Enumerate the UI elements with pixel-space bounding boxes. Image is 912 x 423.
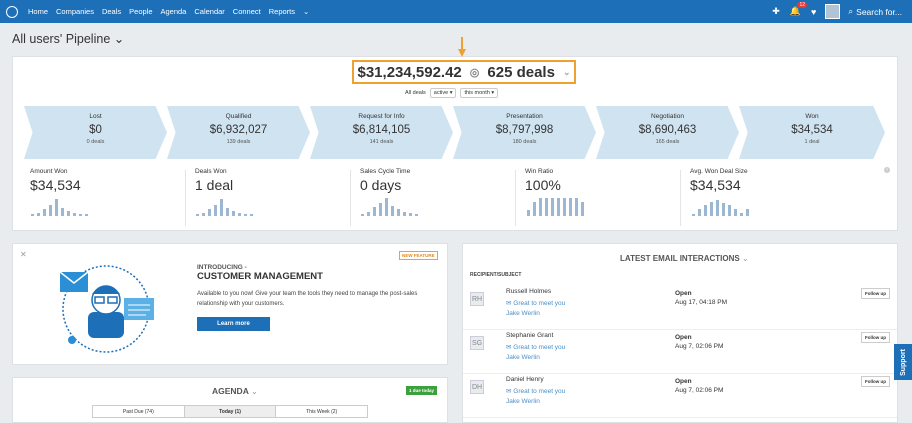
tab-this-week[interactable]: This Week (2): [306, 408, 338, 415]
search-placeholder: Search for...: [856, 6, 902, 17]
arrow-down-icon: [458, 37, 466, 57]
stage-qualified[interactable]: Qualified $6,932,027 139 deals: [167, 106, 310, 159]
more-chevron-icon[interactable]: ⌄: [303, 7, 310, 16]
support-button[interactable]: Support: [894, 344, 912, 380]
follow-up-button[interactable]: Follow up: [861, 332, 890, 343]
nav-connect[interactable]: Connect: [232, 7, 261, 16]
page-title[interactable]: All users' Pipeline ⌄: [12, 32, 125, 46]
email-row[interactable]: SG Stephanie Grant ✉ Great to meet you J…: [463, 330, 897, 374]
stat-sales-cycle: Sales Cycle Time 0 days: [360, 168, 411, 193]
mail-icon: ✉: [506, 344, 512, 351]
coins-icon: ◎: [469, 66, 480, 79]
email-date: Aug 7, 02:06 PM: [675, 343, 724, 350]
divider: [350, 170, 351, 226]
stage-won[interactable]: Won $34,534 1 deal: [739, 106, 885, 159]
contact-avatar: RH: [470, 292, 484, 306]
email-date: Aug 7, 02:06 PM: [675, 387, 724, 394]
stage-request-for-info[interactable]: Request for Info $6,814,105 141 deals: [310, 106, 453, 159]
nav-agenda[interactable]: Agenda: [160, 7, 187, 16]
nav-deals[interactable]: Deals: [101, 7, 122, 16]
stat-avg-deal-size: Avg. Won Deal Size $34,534: [690, 168, 748, 193]
due-today-badge: 1 due today: [406, 386, 438, 395]
divider: [515, 170, 516, 226]
avatar[interactable]: [825, 4, 841, 19]
email-owner[interactable]: Jake Werlin: [506, 310, 540, 317]
email-status: Open: [675, 334, 692, 341]
recipient-subject-header: RECIPIENT/SUBJECT: [470, 272, 522, 278]
email-owner[interactable]: Jake Werlin: [506, 354, 540, 361]
contact-avatar: SG: [470, 336, 484, 350]
follow-up-button[interactable]: Follow up: [861, 288, 890, 299]
stat-win-ratio: Win Ratio 100%: [525, 168, 561, 193]
learn-more-button[interactable]: Learn more: [197, 317, 270, 331]
email-row[interactable]: DH Daniel Henry ✉ Great to meet you Jake…: [463, 374, 897, 418]
customer-illustration-icon: [59, 265, 154, 353]
stage-negotiation[interactable]: Negotiation $8,690,463 165 deals: [596, 106, 739, 159]
sparkline-amount-won: [31, 196, 88, 216]
sparkline-avg-deal: [692, 196, 749, 216]
stage-lost[interactable]: Lost $0 0 deals: [24, 106, 167, 159]
search-icon: ⌕: [848, 6, 854, 16]
period-select[interactable]: this month ▾: [460, 88, 499, 98]
new-feature-badge: NEW FEATURE: [399, 251, 438, 260]
add-icon[interactable]: ✚: [772, 6, 780, 16]
tab-today[interactable]: Today (1): [184, 406, 277, 417]
status-select[interactable]: active ▾: [429, 88, 457, 98]
email-section-title: LATEST EMAIL INTERACTIONS ⌄: [620, 254, 749, 263]
sparkline-deals-won: [196, 196, 253, 216]
stat-deals-won: Deals Won 1 deal: [195, 168, 234, 193]
nav-calendar[interactable]: Calendar: [194, 7, 225, 16]
email-owner[interactable]: Jake Werlin: [506, 398, 540, 405]
filters: All deals active ▾ this month ▾: [405, 88, 499, 98]
mail-icon: ✉: [506, 300, 512, 307]
chevron-down-icon[interactable]: ⌄: [741, 254, 749, 263]
contact-avatar: DH: [470, 380, 484, 394]
notification-icon[interactable]: 🔔 12: [789, 2, 808, 16]
contact-name[interactable]: Daniel Henry: [506, 376, 544, 383]
nav-reports[interactable]: Reports: [268, 7, 295, 16]
sparkline-sales-cycle: [361, 196, 418, 216]
close-icon[interactable]: ✕: [20, 250, 27, 259]
search-box[interactable]: ⌕ Search for...: [848, 6, 902, 17]
nav-people[interactable]: People: [129, 7, 153, 16]
divider: [680, 170, 681, 226]
stage-presentation[interactable]: Presentation $8,797,998 180 deals: [453, 106, 596, 159]
email-subject[interactable]: ✉ Great to meet you: [506, 300, 566, 307]
contact-name[interactable]: Russell Holmes: [506, 288, 552, 295]
total-amount: $31,234,592.42: [357, 63, 462, 81]
feature-title: CUSTOMER MANAGEMENT: [197, 271, 323, 282]
top-nav: Home Companies Deals People Agenda Calen…: [0, 0, 912, 23]
email-subject[interactable]: ✉ Great to meet you: [506, 388, 566, 395]
help-icon[interactable]: ?: [884, 167, 890, 173]
email-status: Open: [675, 290, 692, 297]
contact-name[interactable]: Stephanie Grant: [506, 332, 554, 339]
deals-count: 625 deals: [487, 63, 555, 81]
email-subject[interactable]: ✉ Great to meet you: [506, 344, 566, 351]
notification-badge: 12: [797, 2, 808, 8]
tab-past-due[interactable]: Past Due (74): [93, 406, 185, 417]
agenda-tabs: Past Due (74) Today (1) This Week (2): [92, 405, 368, 418]
divider: [185, 170, 186, 226]
email-row[interactable]: RH Russell Holmes ✉ Great to meet you Ja…: [463, 286, 897, 330]
feature-card: [12, 243, 448, 365]
chevron-down-icon[interactable]: ⌄: [250, 386, 259, 396]
pipeline-total: $31,234,592.42 ◎ 625 deals ⌄: [352, 60, 576, 84]
filter-label: All deals: [405, 90, 426, 96]
email-card: [462, 243, 898, 423]
nav-companies[interactable]: Companies: [56, 7, 94, 16]
stat-amount-won: Amount Won $34,534: [30, 168, 81, 193]
feature-text: Available to you now! Give your team the…: [197, 291, 418, 307]
mail-icon: ✉: [506, 388, 512, 395]
email-status: Open: [675, 378, 692, 385]
follow-up-button[interactable]: Follow up: [861, 376, 890, 387]
logo-icon[interactable]: [6, 5, 18, 18]
chevron-down-icon[interactable]: ⌄: [562, 66, 571, 77]
nav-home[interactable]: Home: [28, 7, 49, 16]
agenda-title: AGENDA ⌄: [212, 386, 259, 396]
email-date: Aug 17, 04:18 PM: [675, 299, 728, 306]
feature-intro: INTRODUCING -: [197, 264, 247, 271]
sparkline-win-ratio: [527, 196, 584, 216]
heart-icon[interactable]: ♥: [811, 6, 817, 17]
